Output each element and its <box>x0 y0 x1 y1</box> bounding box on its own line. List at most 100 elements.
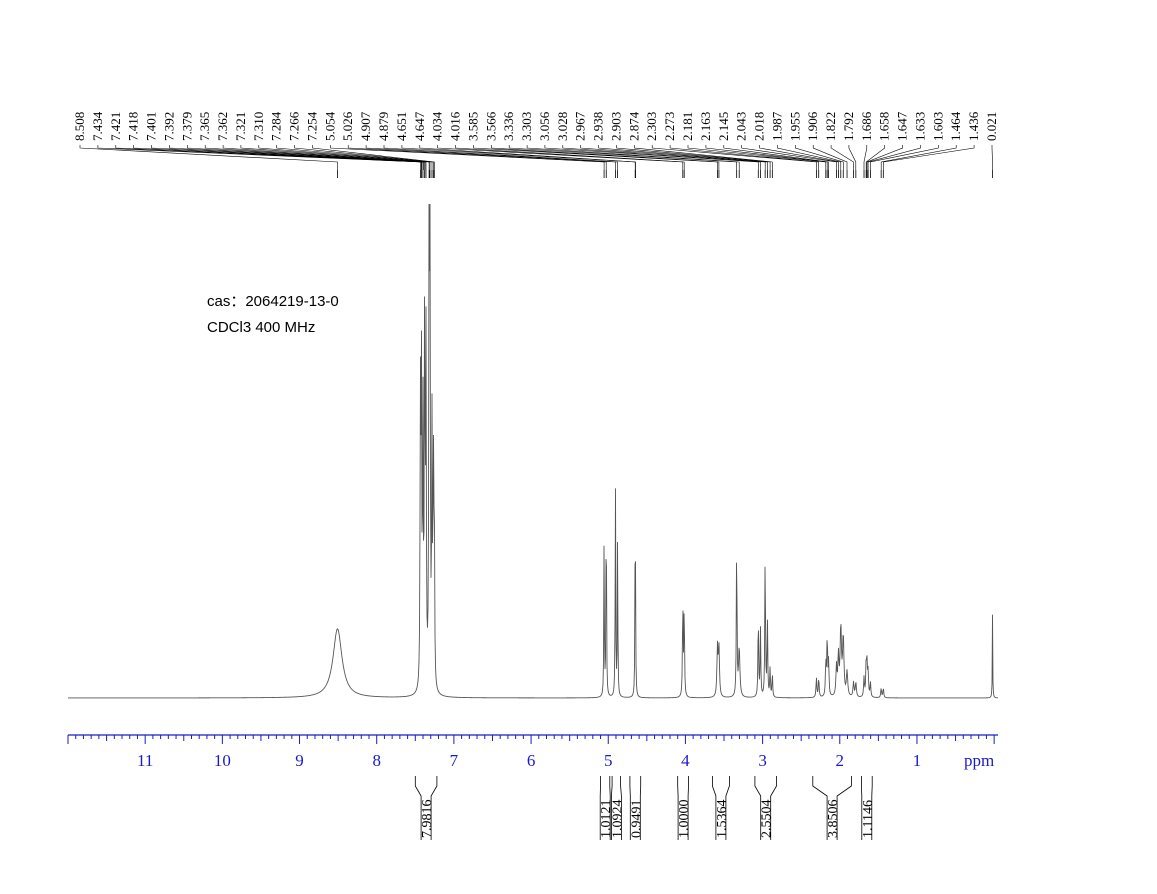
peak-label: 1.464 <box>948 111 963 141</box>
integral-bracket <box>754 776 777 840</box>
integral-bracket <box>677 776 689 840</box>
peak-label-connector <box>651 145 817 170</box>
peak-label-connector <box>723 145 829 170</box>
integral-bracket <box>712 776 730 840</box>
integral-bracket <box>599 776 611 840</box>
peak-label: 2.018 <box>752 112 767 141</box>
peak-label: 2.303 <box>644 112 659 141</box>
peak-label-connector <box>580 145 766 170</box>
peak-label: 7.421 <box>108 112 123 141</box>
peak-label-connector <box>777 145 842 170</box>
integral-label: 1.1146 <box>861 800 876 838</box>
peak-label: 3.056 <box>537 111 552 141</box>
peak-label: 4.034 <box>430 111 445 141</box>
integral-bracket <box>629 776 642 840</box>
x-tick-label: 1 <box>913 751 922 770</box>
x-tick-label: 4 <box>681 751 690 770</box>
peak-label: 5.026 <box>340 111 355 141</box>
peak-label: 1.603 <box>930 112 945 141</box>
integral-bracket <box>861 776 873 840</box>
peak-label: 1.822 <box>823 112 838 141</box>
peak-label-connector <box>669 145 819 170</box>
integral-label: 1.5364 <box>715 800 730 839</box>
x-tick-label: 7 <box>450 751 459 770</box>
peak-label: 3.566 <box>483 111 498 141</box>
peak-label-connector <box>276 145 433 170</box>
x-tick-label: 8 <box>372 751 381 770</box>
annotation-group: cas：2064219-13-0 CDCl3 400 MHz <box>207 293 339 336</box>
integral-label: 1.0121 <box>599 800 614 839</box>
peak-label-connector <box>616 145 771 170</box>
peak-label: 4.907 <box>358 111 373 141</box>
peak-label: 0.021 <box>984 112 999 141</box>
peak-label-connector <box>812 145 848 170</box>
x-axis-unit-label: ppm <box>964 751 994 770</box>
integral-label: 1.0000 <box>677 800 692 839</box>
peak-label-connector <box>870 145 939 170</box>
peak-label-connector <box>866 145 903 170</box>
peak-label-connector <box>863 145 868 170</box>
peak-label: 7.362 <box>215 112 230 141</box>
solvent-frequency-annotation: CDCl3 400 MHz <box>207 319 315 336</box>
peak-label-connector <box>830 145 854 170</box>
peak-label-group: 8.508 7.434 7.421 7.418 7.401 7.392 7.379 7.365… <box>72 111 999 170</box>
peak-label-connector <box>865 145 885 170</box>
peak-label: 1.633 <box>913 112 928 141</box>
peak-label: 1.792 <box>841 112 856 141</box>
peak-label-connector <box>562 145 761 170</box>
peak-label: 3.303 <box>519 112 534 141</box>
peak-label-connector <box>687 145 827 170</box>
peak-label: 2.938 <box>591 112 606 141</box>
peak-label: 3.028 <box>555 112 570 141</box>
peak-label-connector <box>508 145 737 170</box>
peak-label-connector <box>240 145 430 170</box>
peak-label-connector <box>383 145 618 170</box>
integral-bracket <box>812 776 852 840</box>
peak-label-connector <box>151 145 424 170</box>
peak-label: 3.336 <box>501 111 516 141</box>
peak-label-connector <box>169 145 424 170</box>
cas-annotation: cas：2064219-13-0 <box>207 293 339 310</box>
peak-label-connector <box>705 145 828 170</box>
peak-label-connector <box>187 145 425 170</box>
x-axis: ppm 11 10 9 8 7 6 5 4 3 2 1 <box>67 734 998 770</box>
peak-label-connector <box>294 145 434 170</box>
peak-label-connector <box>526 145 740 170</box>
peak-label-connector <box>258 145 431 170</box>
integral-label: 0.9491 <box>629 800 644 839</box>
peak-label-connector <box>867 145 921 170</box>
x-tick-label: 3 <box>758 751 767 770</box>
peak-label-connector <box>883 145 975 170</box>
peak-label: 2.273 <box>662 112 677 141</box>
x-tick-label: 5 <box>604 751 613 770</box>
peak-label: 7.321 <box>233 112 248 141</box>
peak-label: 1.658 <box>877 112 892 141</box>
peak-label: 7.379 <box>179 112 194 141</box>
peak-label: 7.418 <box>126 112 141 141</box>
peak-label-connector <box>79 145 338 170</box>
peak-label-connector <box>330 145 605 170</box>
peak-label-connector <box>455 145 685 170</box>
peak-label-connector <box>759 145 839 170</box>
peak-label: 1.436 <box>966 111 981 141</box>
spectrum-trace <box>68 203 999 699</box>
peak-label-connector <box>880 145 957 170</box>
peak-label: 2.903 <box>609 112 624 141</box>
peak-label: 2.181 <box>680 112 695 141</box>
peak-label: 2.145 <box>716 112 731 141</box>
peak-label: 4.879 <box>376 112 391 141</box>
integral-label: 3.8506 <box>826 800 841 839</box>
peak-label: 8.508 <box>72 112 87 141</box>
peak-label: 2.043 <box>734 112 749 141</box>
x-tick-label: 2 <box>836 751 845 770</box>
integral-bracket <box>611 776 622 840</box>
peak-label: 1.906 <box>805 111 820 141</box>
peak-label: 7.266 <box>287 111 302 141</box>
peak-label: 1.686 <box>859 111 874 141</box>
peak-label: 7.284 <box>269 111 284 141</box>
peak-label-connector <box>491 145 720 170</box>
peak-label-connector <box>312 145 435 170</box>
spectrum-group <box>68 170 999 699</box>
peak-label-connector <box>222 145 427 170</box>
